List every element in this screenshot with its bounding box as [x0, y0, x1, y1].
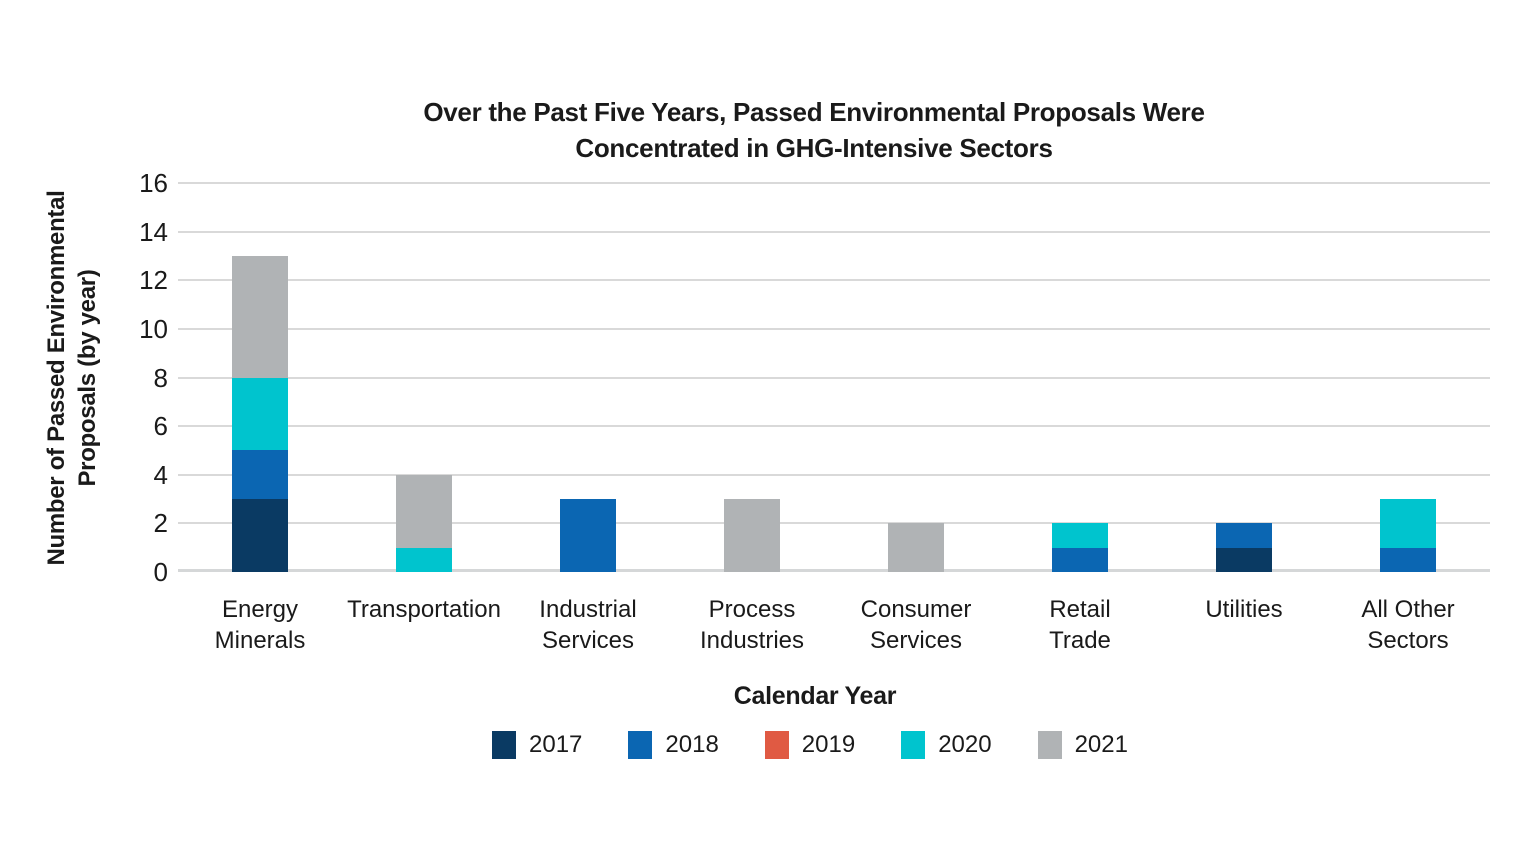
legend-chip-2020	[901, 731, 926, 759]
x-axis-category-label-line: Retail	[1049, 596, 1111, 623]
x-axis-category-label-line: All Other	[1361, 596, 1455, 623]
legend-label-2020: 2020	[938, 731, 992, 758]
legend-item-2020: 2020	[901, 731, 992, 759]
bar-segment-2021	[396, 474, 452, 548]
bar-segment-2020	[1380, 499, 1436, 548]
bar-segment-2017	[1216, 547, 1272, 572]
chart-title-line2: Concentrated in GHG-Intensive Sectors	[575, 133, 1053, 163]
x-axis-category-label-line: Minerals	[214, 627, 306, 654]
y-axis-tick-label: 8	[153, 362, 168, 393]
legend-item-2021: 2021	[1037, 731, 1128, 759]
y-axis-tick-label: 6	[153, 411, 168, 442]
x-axis-category-label: Transportation	[342, 594, 506, 625]
x-axis-category-label: All Other Sectors	[1326, 594, 1490, 656]
y-axis-tick-label: 0	[153, 557, 168, 587]
x-axis-category-label-line: Energy	[221, 596, 299, 623]
x-axis-category-label-line: Sectors	[1367, 627, 1449, 654]
legend-chip-2021	[1037, 731, 1062, 759]
gridline	[178, 473, 1490, 476]
bar-segment-2020	[396, 547, 452, 572]
x-axis-category-label: Utilities	[1162, 594, 1326, 625]
y-axis-tick-label: 12	[139, 265, 168, 296]
legend-chip-2017	[492, 731, 517, 759]
gridline	[178, 327, 1490, 330]
bar-transportation	[396, 474, 452, 572]
x-axis-category-label-line: Industries	[699, 627, 805, 654]
x-axis-category-label: Energy Minerals	[178, 594, 342, 656]
bar-segment-2020	[1052, 523, 1108, 548]
bar-segment-2018	[232, 450, 288, 500]
x-axis-category-label-line: Consumer	[860, 596, 972, 623]
x-axis-category-label-line: Industrial	[539, 596, 637, 623]
plot-area: 0 2 4 6 8 10 12 14 16 Energy Minerals Transportatio…	[139, 168, 1490, 654]
x-axis-category-label-line: Process	[708, 596, 796, 623]
bar-energy-minerals	[232, 255, 288, 572]
legend-label-2018: 2018	[665, 731, 719, 758]
x-axis-category-label-line: Transportation	[347, 596, 501, 623]
gridline	[178, 279, 1490, 282]
gridline	[178, 425, 1490, 428]
chart-title: Over the Past Five Years, Passed Environ…	[0, 94, 1528, 166]
x-axis-category-label-line: Services	[541, 627, 635, 654]
legend-chip-2018	[628, 731, 653, 759]
legend-item-2018: 2018	[628, 731, 719, 759]
gridline	[178, 376, 1490, 379]
bar-segment-2017	[232, 499, 288, 572]
chart-title-line1: Over the Past Five Years, Passed Environ…	[423, 97, 1205, 127]
x-axis-category-label: Process Industries	[670, 594, 834, 656]
x-axis-category-label-line: Trade	[1049, 627, 1111, 654]
bar-utilities	[1216, 523, 1272, 572]
x-axis-title: Calendar Year	[733, 682, 897, 710]
legend-label-2017: 2017	[529, 731, 583, 758]
y-axis-tick-label: 4	[153, 459, 168, 490]
bar-process-industries	[724, 499, 780, 572]
x-axis-line	[178, 569, 1490, 572]
bar-retail-trade	[1052, 523, 1108, 572]
legend: 2017 2018 2019 2020 2021	[0, 731, 1528, 759]
x-axis-category-label: Industrial Services	[506, 594, 670, 656]
x-axis-category-label: Retail Trade	[998, 594, 1162, 656]
y-axis-tick-label: 2	[153, 508, 168, 539]
bar-segment-2018	[560, 499, 616, 572]
y-axis-title-line1: Number of Passed Environmental	[43, 190, 70, 566]
legend-chip-2019	[764, 731, 789, 759]
x-axis-category-label-line: Utilities	[1205, 596, 1283, 623]
gridline	[178, 230, 1490, 233]
bar-segment-2021	[888, 523, 944, 572]
x-axis-category-label: Consumer Services	[834, 594, 998, 656]
bar-segment-2018	[1380, 547, 1436, 572]
bar-industrial-services	[560, 499, 616, 572]
bar-segment-2021	[232, 255, 288, 378]
bar-segment-2021	[724, 499, 780, 572]
y-axis-tick-label: 16	[139, 168, 168, 198]
bar-segment-2018	[1216, 523, 1272, 548]
gridline	[178, 522, 1490, 525]
gridline	[178, 182, 1490, 184]
legend-item-2019: 2019	[764, 731, 856, 759]
bar-segment-2018	[1052, 547, 1108, 572]
legend-label-2019: 2019	[801, 731, 856, 758]
y-axis-tick-label: 10	[139, 313, 168, 344]
bar-all-other-sectors	[1380, 499, 1436, 572]
legend-item-2017: 2017	[492, 731, 582, 759]
x-axis-category-label-line: Services	[869, 627, 963, 654]
legend-label-2021: 2021	[1074, 731, 1128, 758]
bar-consumer-services	[888, 523, 944, 572]
bar-segment-2020	[232, 377, 288, 451]
y-axis-tick-label: 14	[139, 216, 168, 247]
